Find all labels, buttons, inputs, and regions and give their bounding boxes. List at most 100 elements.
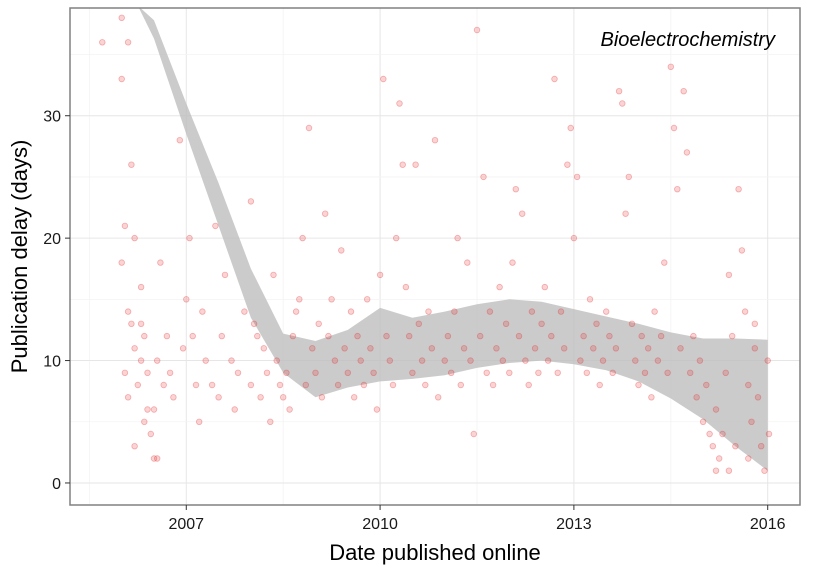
data-point [622,210,629,217]
data-point [118,259,125,266]
data-point [425,308,432,315]
data-point [141,332,148,340]
data-point [564,161,571,168]
data-point [137,320,145,327]
data-point [483,369,490,376]
data-point [677,345,684,352]
data-point [406,332,413,340]
data-point [573,173,581,181]
data-point [528,308,536,315]
data-point [351,394,358,401]
data-point [422,381,429,389]
data-point [599,357,607,364]
data-point [657,332,665,340]
data-point [212,222,219,230]
data-point [202,357,209,364]
data-point [758,443,765,450]
y-tick-label: 30 [43,109,61,126]
data-point [515,332,523,340]
data-point [402,283,410,291]
data-point [344,369,351,376]
data-point [690,332,697,340]
data-point [380,75,387,83]
data-point [451,308,458,315]
data-point [286,406,293,413]
x-tick-label: 2013 [556,516,592,533]
data-point [386,357,393,364]
data-point [289,332,297,340]
data-point [661,259,668,266]
data-point [150,406,158,413]
y-tick-label: 0 [52,476,61,493]
data-point [118,75,125,83]
plot-border [69,7,801,506]
data-point [296,296,303,303]
data-point [131,234,138,242]
data-point [593,320,600,327]
data-point [283,369,290,376]
data-point [725,271,733,279]
data-point [373,406,381,413]
data-point [409,369,416,376]
data-point [764,357,771,364]
smooth-band-layer [138,8,768,471]
data-point [128,161,135,168]
data-point [302,381,309,389]
y-axis: 0 10 20 30 [43,109,70,493]
data-point [554,369,561,376]
data-point [765,430,773,438]
data-point [228,357,235,364]
data-point [376,271,384,279]
data-point [615,87,623,95]
data-point [192,381,200,389]
data-point [131,443,138,450]
data-point [683,149,691,156]
data-point [496,283,503,291]
data-point [338,247,345,254]
data-point [499,357,506,364]
data-point [699,418,707,425]
data-point [364,296,371,303]
data-point [606,332,613,340]
data-point [273,357,280,364]
data-point [502,320,510,327]
data-point [312,369,319,376]
data-point [254,332,261,340]
data-point [525,381,532,389]
data-point [544,357,552,364]
data-point [619,100,626,107]
data-point [141,418,148,425]
chart-annotation: Bioelectrochemistry [600,29,776,51]
data-point [664,369,671,376]
data-point [667,63,674,70]
data-point [276,381,284,389]
data-point [263,369,271,376]
data-point [712,467,720,474]
data-point [124,39,132,46]
data-point [153,455,161,462]
data-point [124,308,132,315]
data-point [179,345,187,352]
data-point [577,357,584,364]
data-point [393,234,400,242]
data-point [454,234,461,242]
data-point [428,345,435,352]
data-point [157,259,164,266]
data-point [399,161,406,168]
y-tick-label: 10 [43,354,61,371]
data-point [124,394,132,401]
data-point [670,124,678,132]
data-point [189,332,196,340]
data-point [693,394,700,401]
points-layer [99,14,773,474]
data-point [444,332,452,340]
data-point [431,136,439,144]
data-point [735,185,742,193]
data-point [557,308,565,315]
data-point [754,394,762,401]
data-point [745,381,752,389]
data-point [632,357,639,364]
data-point [580,332,587,340]
data-point [221,271,229,279]
